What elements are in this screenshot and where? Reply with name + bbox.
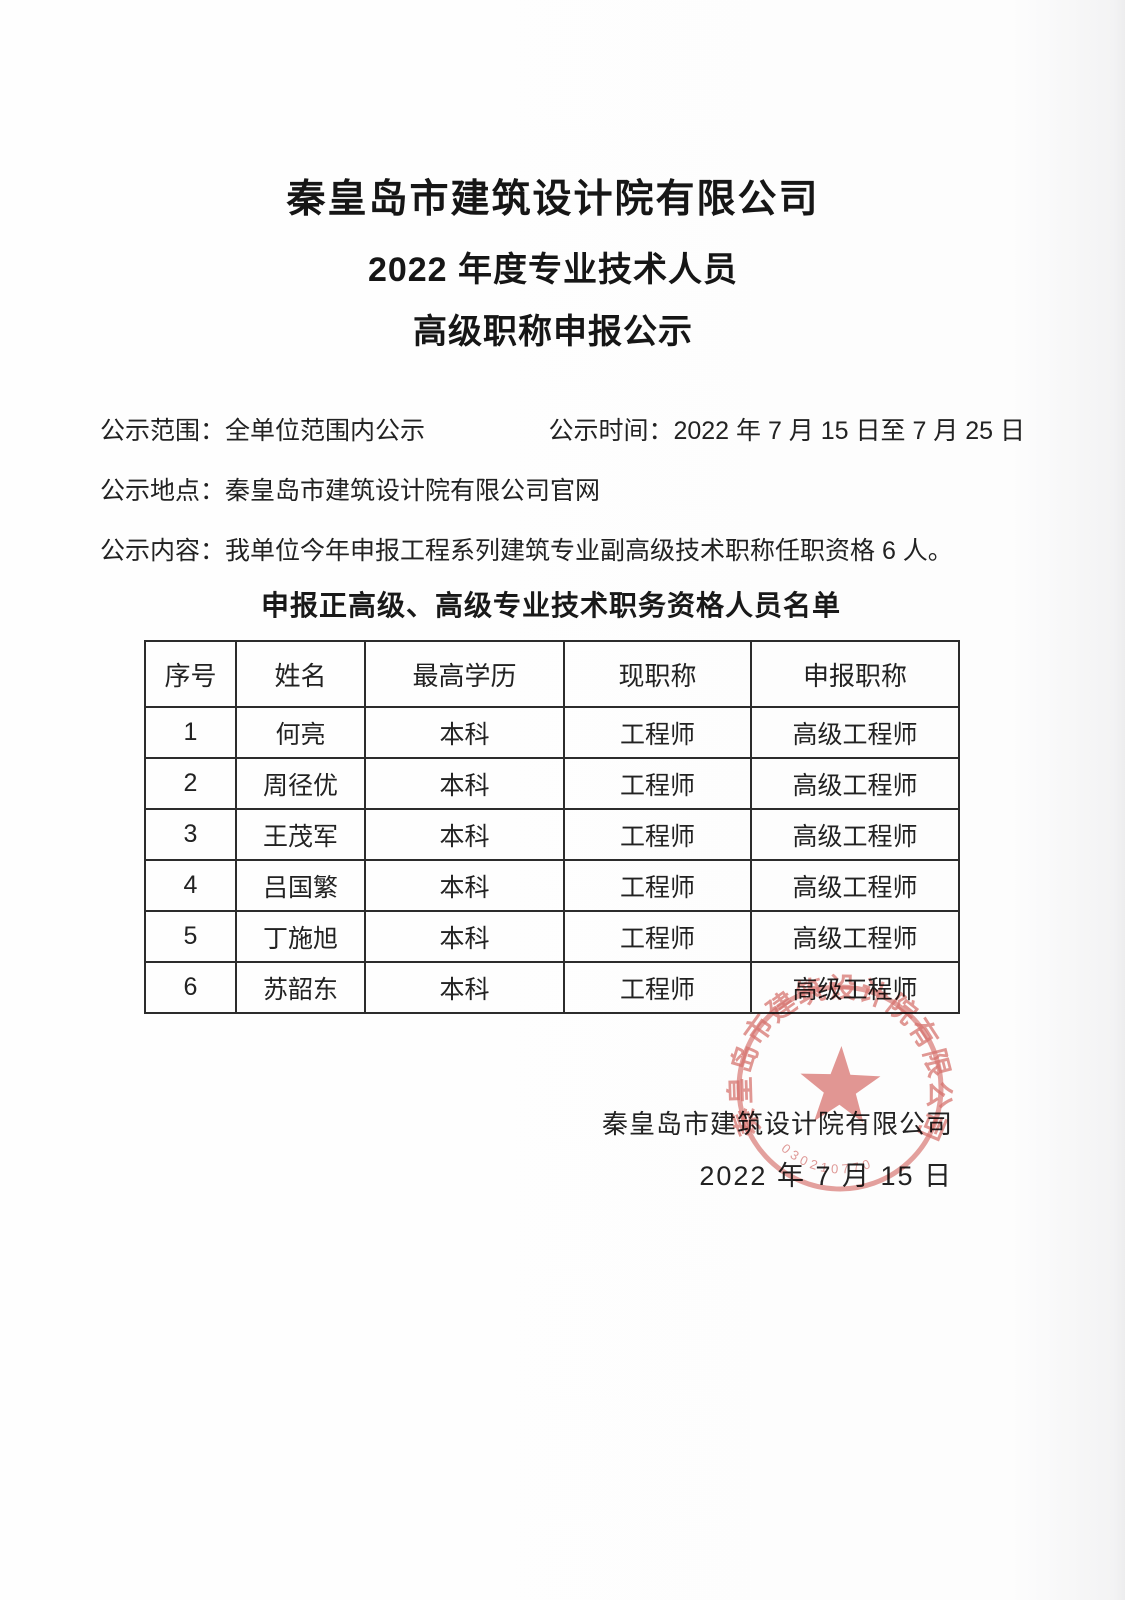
cell-degree: 本科	[364, 757, 565, 810]
header-cell-current-title: 现职称	[563, 640, 752, 708]
cell-current-title: 工程师	[563, 910, 752, 963]
info-location: 公示地点：秦皇岛市建筑设计院有限公司官网	[100, 477, 601, 505]
cell-current-title: 工程师	[563, 859, 752, 912]
signature-company: 秦皇岛市建筑设计院有限公司	[601, 1109, 953, 1139]
signature-date: 2022 年 7 月 15 日	[699, 1161, 953, 1191]
cell-index: 6	[144, 961, 237, 1014]
cell-degree: 本科	[364, 859, 565, 912]
cell-degree: 本科	[364, 961, 565, 1014]
cell-index: 5	[144, 910, 237, 963]
doc-title-line2: 2022 年度专业技术人员	[367, 251, 739, 289]
table-row: 1 何亮 本科 工程师 高级工程师	[144, 706, 960, 759]
info-time: 公示时间：2022 年 7 月 15 日至 7 月 25 日	[548, 417, 1025, 445]
cell-degree: 本科	[364, 706, 565, 759]
cell-applied-title: 高级工程师	[750, 706, 960, 759]
cell-degree: 本科	[364, 808, 565, 861]
cell-index: 2	[144, 757, 237, 810]
cell-current-title: 工程师	[563, 808, 752, 861]
cell-name: 丁施旭	[235, 910, 366, 963]
cell-name: 何亮	[235, 706, 366, 759]
info-scope: 公示范围：全单位范围内公示	[100, 417, 426, 445]
cell-name: 周径优	[235, 757, 366, 810]
roster-table: 序号 姓名 最高学历 现职称 申报职称 1 何亮 本科 工程师 高级工程师 2 …	[144, 640, 960, 1014]
table-row: 5 丁施旭 本科 工程师 高级工程师	[144, 910, 960, 963]
info-row-scope-time: 公示范围：全单位范围内公示 公示时间：2022 年 7 月 15 日至 7 月 …	[100, 411, 1025, 447]
header-cell-applied-title: 申报职称	[750, 640, 960, 708]
table-header-row: 序号 姓名 最高学历 现职称 申报职称	[144, 640, 960, 708]
cell-applied-title: 高级工程师	[750, 859, 960, 912]
cell-current-title: 工程师	[563, 961, 752, 1014]
cell-name: 吕国繁	[235, 859, 366, 912]
header-cell-index: 序号	[144, 640, 237, 708]
table-row: 4 吕国繁 本科 工程师 高级工程师	[144, 859, 960, 912]
cell-applied-title: 高级工程师	[750, 961, 960, 1014]
cell-applied-title: 高级工程师	[750, 808, 960, 861]
cell-index: 3	[144, 808, 237, 861]
table-row: 6 苏韶东 本科 工程师 高级工程师	[144, 961, 960, 1014]
cell-applied-title: 高级工程师	[750, 757, 960, 810]
header-cell-degree: 最高学历	[364, 640, 565, 708]
doc-title-line1: 秦皇岛市建筑设计院有限公司	[286, 178, 820, 221]
cell-current-title: 工程师	[563, 757, 752, 810]
cell-degree: 本科	[364, 910, 565, 963]
cell-name: 苏韶东	[235, 961, 366, 1014]
cell-applied-title: 高级工程师	[750, 910, 960, 963]
header-cell-name: 姓名	[235, 640, 366, 708]
cell-current-title: 工程师	[563, 706, 752, 759]
cell-name: 王茂军	[235, 808, 366, 861]
roster-table-title: 申报正高级、高级专业技术职务资格人员名单	[260, 590, 841, 621]
cell-index: 4	[144, 859, 237, 912]
doc-title-line3: 高级职称申报公示	[413, 313, 693, 351]
info-content: 公示内容：我单位今年申报工程系列建筑专业副高级技术职称任职资格 6 人。	[100, 537, 953, 565]
table-row: 3 王茂军 本科 工程师 高级工程师	[144, 808, 960, 861]
table-row: 2 周径优 本科 工程师 高级工程师	[144, 757, 960, 810]
cell-index: 1	[144, 706, 237, 759]
